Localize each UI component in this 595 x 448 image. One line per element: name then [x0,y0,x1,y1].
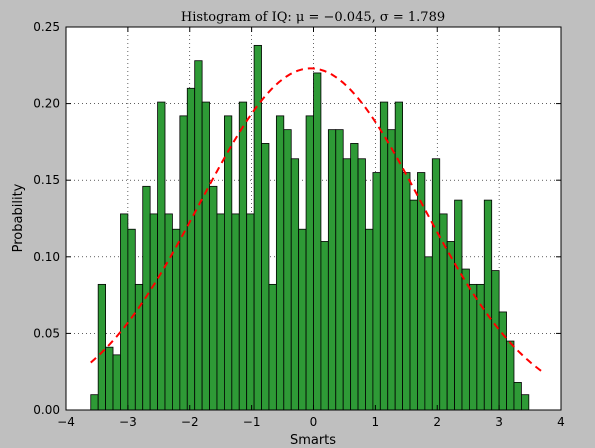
histogram-bar [283,129,292,411]
histogram-bar [238,101,248,411]
histogram-bar [424,256,433,411]
histogram-bar [216,213,225,411]
y-tick-label: 0.10 [33,250,60,264]
histogram-bar [387,129,396,411]
histogram-bar [290,158,300,411]
histogram-bar [313,72,322,411]
histogram-bar [350,143,359,411]
histogram-bar [201,101,210,411]
histogram-bar [506,340,515,411]
histogram-bar [461,268,470,411]
histogram-bar [379,101,389,411]
histogram-bar [476,283,485,411]
axis-ticks: −4 −3 −2 −1 0 1 2 3 4 0.00 0.05 0.10 0.15 0.20 0.25 [33,20,565,429]
histogram-bar [275,115,285,411]
histogram-bar [446,241,455,411]
histogram-bar [268,283,277,411]
x-tick-label: 3 [495,415,503,429]
histogram-bar [97,283,107,411]
y-tick-label: 0.00 [33,403,60,417]
histogram-bar [357,158,366,411]
histogram-bar [521,394,530,411]
histogram-bar [194,60,203,411]
histogram-bar [372,172,381,411]
histogram-bar [483,199,493,411]
histogram-bar [365,228,374,411]
histogram-bar [105,346,114,411]
histogram-bar [327,129,337,411]
histogram-bar [513,382,522,411]
histogram-bar [90,394,99,411]
histogram-bar [335,129,344,411]
y-tick-label: 0.25 [33,20,60,34]
histogram-bar [409,199,418,411]
histogram-bar [491,270,500,411]
histogram-bar [223,115,233,411]
histogram-bar [342,158,352,411]
x-tick-label: −4 [57,415,75,429]
histogram-bar [172,228,181,411]
x-tick-label: 4 [557,415,565,429]
histogram-bar [417,172,426,411]
x-axis-label: Smarts [290,433,336,448]
histogram-bar [112,354,121,411]
x-tick-label: 2 [433,415,441,429]
histogram-bar [231,213,240,411]
x-tick-label: 1 [372,415,380,429]
histogram-bar [431,158,441,411]
histogram-bar [454,199,463,411]
histogram-bar [394,101,403,411]
histogram-bar [127,228,136,411]
histogram-bar [209,185,218,411]
x-tick-label: −3 [119,415,137,429]
histogram-bar [402,172,411,411]
y-tick-label: 0.05 [33,326,60,340]
x-tick-label: −1 [243,415,261,429]
histogram-bar [157,101,166,411]
y-axis-label: Probability [11,183,26,252]
histogram-bar [179,115,188,411]
histogram-bar [253,44,262,411]
histogram-bar [261,143,270,411]
histogram-bar [320,241,329,411]
histogram-bar [149,213,158,411]
x-tick-label: −2 [181,415,199,429]
histogram-bar [164,213,173,411]
y-tick-label: 0.15 [33,173,60,187]
y-tick-label: 0.20 [33,97,60,111]
histogram-bar [298,228,307,411]
histogram-bar [469,283,478,411]
x-tick-label: 0 [310,415,318,429]
histogram-bar [498,311,507,411]
chart-title: Histogram of IQ: μ = −0.045, σ = 1.789 [181,10,445,25]
histogram-bars [90,44,530,411]
histogram-bar [120,213,129,411]
histogram-bar [305,115,314,411]
normal-fit-curve [90,67,544,373]
histogram-bar [246,213,255,411]
histogram-bar [186,87,196,411]
